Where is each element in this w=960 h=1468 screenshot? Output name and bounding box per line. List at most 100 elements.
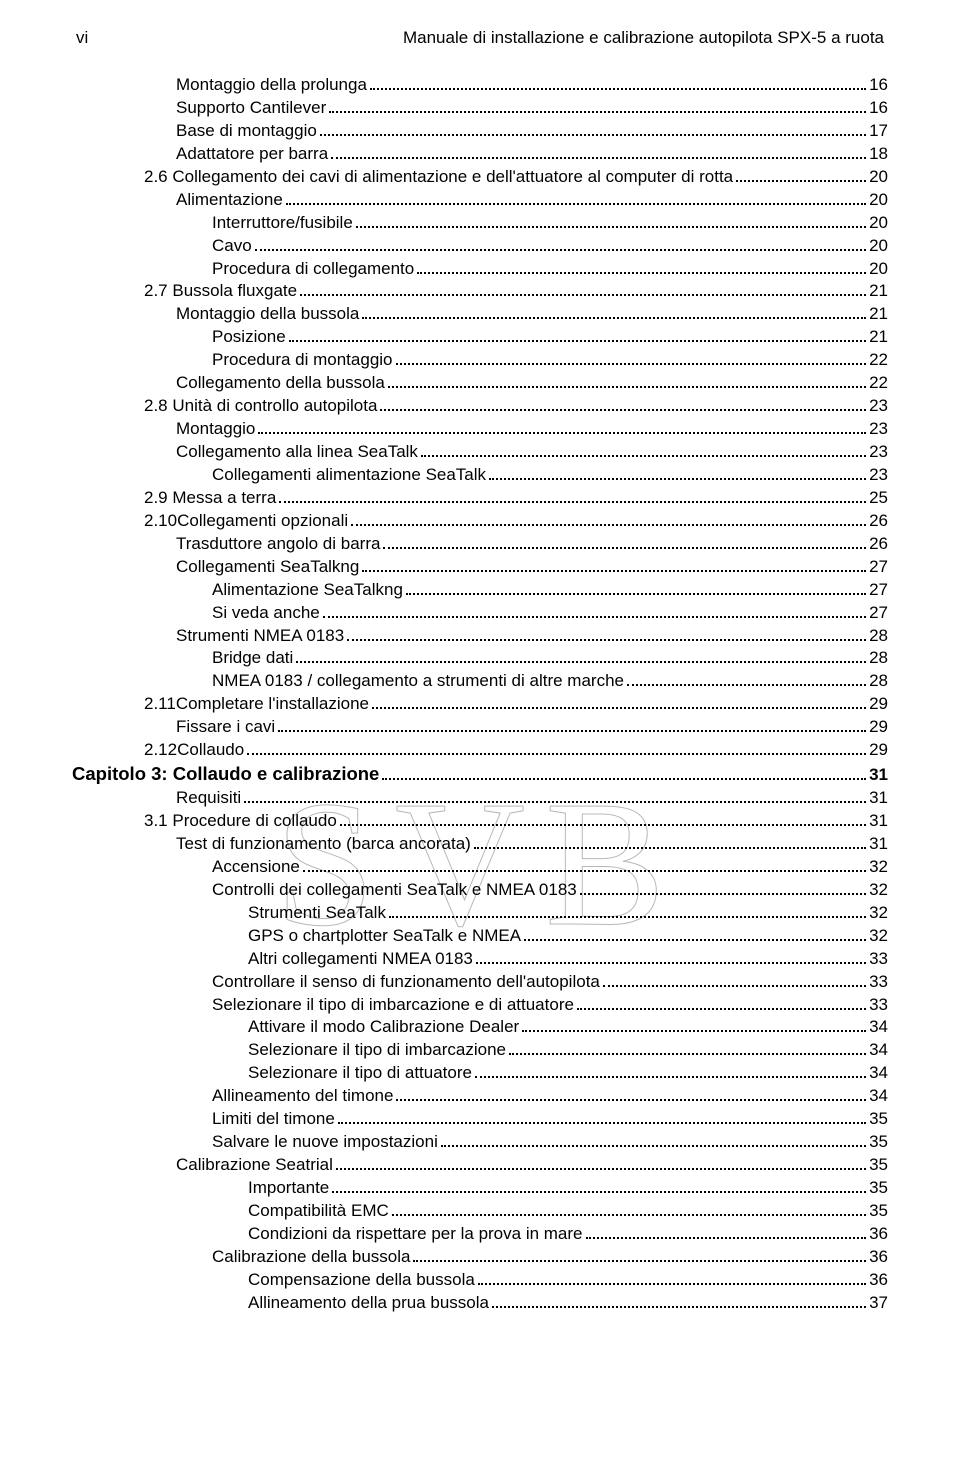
toc-entry-page: 36 (869, 1246, 888, 1269)
toc-leader-dots (331, 157, 866, 159)
toc-entry: Adattatore per barra 18 (72, 143, 888, 166)
toc-entry-page: 27 (869, 602, 888, 625)
toc-entry: Collegamenti alimentazione SeaTalk 23 (72, 464, 888, 487)
toc-leader-dots (279, 501, 866, 503)
toc-entry-text: Controllare il senso di funzionamento de… (212, 971, 600, 994)
toc-leader-dots (441, 1145, 866, 1147)
toc-leader-dots (396, 1099, 866, 1101)
toc-entry-text: Collegamenti alimentazione SeaTalk (212, 464, 486, 487)
toc-entry: Si veda anche 27 (72, 602, 888, 625)
toc-entry-page: 34 (869, 1016, 888, 1039)
toc-entry-text: 2.9 Messa a terra (144, 487, 276, 510)
toc-entry: Montaggio 23 (72, 418, 888, 441)
toc-entry-page: 37 (869, 1292, 888, 1315)
toc-entry-page: 31 (869, 833, 888, 856)
toc-entry-text: Requisiti (176, 787, 241, 810)
toc-leader-dots (475, 1076, 866, 1078)
toc-leader-dots (586, 1237, 867, 1239)
toc-entry-text: Procedura di montaggio (212, 349, 393, 372)
toc-leader-dots (509, 1053, 866, 1055)
toc-leader-dots (255, 249, 866, 251)
toc-entry-text: Test di funzionamento (barca ancorata) (176, 833, 471, 856)
toc-entry-page: 16 (869, 74, 888, 97)
toc-entry: Accensione 32 (72, 856, 888, 879)
toc-leader-dots (489, 478, 866, 480)
toc-leader-dots (362, 570, 866, 572)
toc-entry-text: Si veda anche (212, 602, 320, 625)
toc-entry: Controlli dei collegamenti SeaTalk e NME… (72, 879, 888, 902)
toc-entry-page: 21 (869, 280, 888, 303)
toc-entry-text: Attivare il modo Calibrazione Dealer (248, 1016, 519, 1039)
toc-entry: 2.10Collegamenti opzionali 26 (72, 510, 888, 533)
toc-entry-text: Selezionare il tipo di imbarcazione (248, 1039, 506, 1062)
toc-entry-page: 21 (869, 326, 888, 349)
toc-entry-page: 27 (869, 579, 888, 602)
toc-entry-text: Accensione (212, 856, 300, 879)
toc-entry-page: 21 (869, 303, 888, 326)
toc-entry-text: 3.1 Procedure di collaudo (144, 810, 337, 833)
toc-entry: Base di montaggio 17 (72, 120, 888, 143)
toc-entry: Procedura di montaggio 22 (72, 349, 888, 372)
toc-entry-text: 2.11Completare l'installazione (144, 693, 369, 716)
toc-entry-text: Montaggio (176, 418, 255, 441)
toc-entry-text: Allineamento della prua bussola (248, 1292, 489, 1315)
toc-entry-text: 2.10Collegamenti opzionali (144, 510, 348, 533)
toc-entry-page: 28 (869, 670, 888, 693)
toc-entry: 2.8 Unità di controllo autopilota 23 (72, 395, 888, 418)
toc-entry-page: 17 (869, 120, 888, 143)
toc-entry: Importante 35 (72, 1177, 888, 1200)
toc-entry-page: 35 (869, 1200, 888, 1223)
toc-entry-page: 32 (869, 902, 888, 925)
toc-entry-text: Montaggio della bussola (176, 303, 359, 326)
toc-entry-page: 28 (869, 625, 888, 648)
toc-entry: Selezionare il tipo di imbarcazione e di… (72, 994, 888, 1017)
toc-entry-page: 31 (869, 810, 888, 833)
toc-entry: Calibrazione Seatrial 35 (72, 1154, 888, 1177)
toc-entry: Posizione 21 (72, 326, 888, 349)
toc-entry-text: Montaggio della prolunga (176, 74, 367, 97)
toc-entry-page: 26 (869, 533, 888, 556)
toc-entry-text: Limiti del timone (212, 1108, 335, 1131)
toc-entry: Controllare il senso di funzionamento de… (72, 971, 888, 994)
toc-leader-dots (476, 962, 866, 964)
toc-leader-dots (320, 134, 866, 136)
toc-entry-page: 22 (869, 349, 888, 372)
toc-entry: Procedura di collegamento 20 (72, 258, 888, 281)
toc-leader-dots (417, 272, 866, 274)
toc-leader-dots (392, 1214, 866, 1216)
toc-entry: Alimentazione 20 (72, 189, 888, 212)
toc-leader-dots (258, 432, 866, 434)
toc-entry: Montaggio della prolunga 16 (72, 74, 888, 97)
toc-entry-page: 23 (869, 418, 888, 441)
toc-entry-text: Selezionare il tipo di attuatore (248, 1062, 472, 1085)
toc-entry: Altri collegamenti NMEA 0183 33 (72, 948, 888, 971)
toc-entry-text: Posizione (212, 326, 286, 349)
toc-entry-text: Collegamento alla linea SeaTalk (176, 441, 418, 464)
toc-leader-dots (289, 340, 866, 342)
toc-entry: Montaggio della bussola 21 (72, 303, 888, 326)
toc-entry-text: Base di montaggio (176, 120, 317, 143)
toc-leader-dots (603, 985, 866, 987)
toc-leader-dots (296, 661, 866, 663)
toc-leader-dots (736, 180, 866, 182)
toc-entry: Interruttore/fusibile 20 (72, 212, 888, 235)
toc-entry-text: Fissare i cavi (176, 716, 275, 739)
toc-leader-dots (522, 1030, 866, 1032)
toc-leader-dots (492, 1306, 866, 1308)
toc-entry-page: 35 (869, 1131, 888, 1154)
toc-leader-dots (351, 524, 866, 526)
page-number: vi (76, 28, 88, 48)
toc-entry-page: 26 (869, 510, 888, 533)
toc-entry-page: 36 (869, 1269, 888, 1292)
toc-entry-page: 23 (869, 464, 888, 487)
toc-entry: Test di funzionamento (barca ancorata) 3… (72, 833, 888, 856)
toc-entry: Supporto Cantilever 16 (72, 97, 888, 120)
toc-leader-dots (627, 684, 866, 686)
toc-leader-dots (580, 893, 866, 895)
toc-leader-dots (347, 639, 866, 641)
toc-entry: 2.11Completare l'installazione 29 (72, 693, 888, 716)
toc-leader-dots (303, 870, 866, 872)
toc-entry: Salvare le nuove impostazioni 35 (72, 1131, 888, 1154)
toc-entry-page: 31 (869, 787, 888, 810)
toc-entry-page: 35 (869, 1108, 888, 1131)
